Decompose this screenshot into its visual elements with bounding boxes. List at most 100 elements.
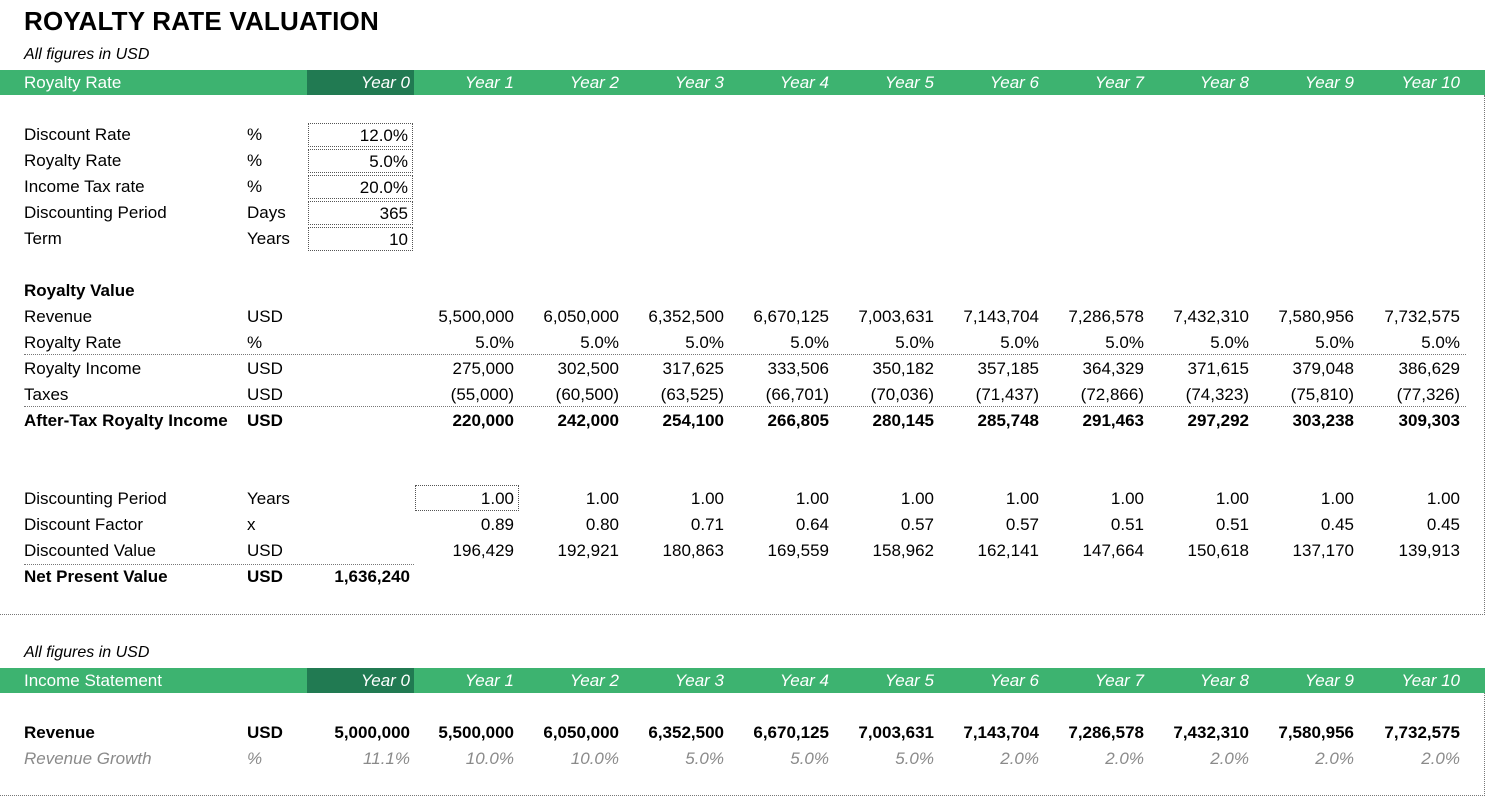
cell-year-5[interactable]: (70,036) (870, 385, 934, 404)
cell-year-1[interactable]: 0.89 (480, 515, 514, 534)
cell-year-10[interactable]: 5.0% (1421, 333, 1460, 352)
cell-year-4[interactable]: 6,670,125 (753, 723, 829, 742)
input-value-cell[interactable]: 10 (308, 227, 413, 251)
cell-year-5[interactable]: 7,003,631 (858, 307, 934, 326)
cell-year-3[interactable]: 0.71 (690, 515, 724, 534)
cell-year-8[interactable]: 7,432,310 (1173, 307, 1249, 326)
cell-year-4[interactable]: 5.0% (790, 333, 829, 352)
cell-year-1[interactable]: 1.00 (480, 489, 514, 508)
cell-year-4[interactable]: 266,805 (767, 411, 829, 430)
cell-year-4[interactable]: 333,506 (767, 359, 829, 378)
cell-year-6[interactable]: 7,143,704 (963, 723, 1039, 742)
cell-year-6[interactable]: (71,437) (975, 385, 1039, 404)
cell-year-4[interactable]: 6,670,125 (753, 307, 829, 326)
cell-year-7[interactable]: 5.0% (1105, 333, 1144, 352)
cell-year-8[interactable]: 0.51 (1215, 515, 1249, 534)
cell-year-8[interactable]: 1.00 (1215, 489, 1249, 508)
cell-year-1[interactable]: 10.0% (465, 749, 514, 768)
cell-year-1[interactable]: 5,500,000 (438, 307, 514, 326)
cell-year-5[interactable]: 280,145 (872, 411, 934, 430)
cell-year-3[interactable]: 6,352,500 (648, 307, 724, 326)
cell-year-8[interactable]: 150,618 (1187, 541, 1249, 560)
cell-year-10[interactable]: (77,326) (1396, 385, 1460, 404)
cell-year-7[interactable]: 2.0% (1105, 749, 1144, 768)
cell-year-7[interactable]: 0.51 (1110, 515, 1144, 534)
cell-year-9[interactable]: 379,048 (1292, 359, 1354, 378)
cell-year-8[interactable]: (74,323) (1185, 385, 1249, 404)
cell-year-2[interactable]: 302,500 (557, 359, 619, 378)
cell-year-2[interactable]: 242,000 (557, 411, 619, 430)
cell-year-9[interactable]: 2.0% (1315, 749, 1354, 768)
cell-year-3[interactable]: (63,525) (660, 385, 724, 404)
cell-year-6[interactable]: 1.00 (1005, 489, 1039, 508)
cell-year-10[interactable]: 0.45 (1426, 515, 1460, 534)
cell-year-7[interactable]: 7,286,578 (1068, 307, 1144, 326)
cell-year-7[interactable]: 147,664 (1082, 541, 1144, 560)
cell-year-4[interactable]: 0.64 (795, 515, 829, 534)
cell-year-6[interactable]: 357,185 (977, 359, 1039, 378)
cell-year-10[interactable]: 139,913 (1398, 541, 1460, 560)
selected-cell[interactable] (415, 485, 519, 511)
cell-year-1[interactable]: (55,000) (450, 385, 514, 404)
cell-year-6[interactable]: 5.0% (1000, 333, 1039, 352)
cell-year-3[interactable]: 5.0% (685, 749, 724, 768)
cell-year-10[interactable]: 7,732,575 (1384, 723, 1460, 742)
cell-year-5[interactable]: 5.0% (895, 333, 934, 352)
cell-year-2[interactable]: 192,921 (557, 541, 619, 560)
cell-year-1[interactable]: 275,000 (452, 359, 514, 378)
cell-year-1[interactable]: 5.0% (475, 333, 514, 352)
cell-year-10[interactable]: 309,303 (1398, 411, 1460, 430)
cell-year-2[interactable]: 5.0% (580, 333, 619, 352)
cell-year-2[interactable]: 6,050,000 (543, 723, 619, 742)
cell-year-10[interactable]: 2.0% (1421, 749, 1460, 768)
cell-year-5[interactable]: 5.0% (895, 749, 934, 768)
cell-year-6[interactable]: 7,143,704 (963, 307, 1039, 326)
cell-year-8[interactable]: 7,432,310 (1173, 723, 1249, 742)
cell-year-9[interactable]: 5.0% (1315, 333, 1354, 352)
cell-year-5[interactable]: 1.00 (900, 489, 934, 508)
cell-year-1[interactable]: 5,500,000 (438, 723, 514, 742)
cell-year-2[interactable]: 1.00 (585, 489, 619, 508)
cell-year-9[interactable]: 0.45 (1320, 515, 1354, 534)
cell-year-5[interactable]: 350,182 (872, 359, 934, 378)
cell-year-2[interactable]: (60,500) (555, 385, 619, 404)
cell-year-8[interactable]: 297,292 (1187, 411, 1249, 430)
cell-year-9[interactable]: 303,238 (1292, 411, 1354, 430)
cell-year-9[interactable]: 7,580,956 (1278, 723, 1354, 742)
cell-year-6[interactable]: 0.57 (1005, 515, 1039, 534)
input-value-cell[interactable]: 365 (308, 201, 413, 225)
cell-year-9[interactable]: 137,170 (1292, 541, 1354, 560)
cell-year-4[interactable]: (66,701) (765, 385, 829, 404)
cell-year-10[interactable]: 1.00 (1426, 489, 1460, 508)
cell-year-5[interactable]: 7,003,631 (858, 723, 934, 742)
cell-year-5[interactable]: 0.57 (900, 515, 934, 534)
cell-year-0[interactable]: 1,636,240 (334, 567, 410, 586)
input-value-cell[interactable]: 20.0% (308, 175, 413, 199)
cell-year-3[interactable]: 5.0% (685, 333, 724, 352)
cell-year-7[interactable]: 364,329 (1082, 359, 1144, 378)
cell-year-3[interactable]: 180,863 (662, 541, 724, 560)
cell-year-8[interactable]: 5.0% (1210, 333, 1249, 352)
cell-year-7[interactable]: 7,286,578 (1068, 723, 1144, 742)
cell-year-10[interactable]: 386,629 (1398, 359, 1460, 378)
input-value-cell[interactable]: 12.0% (308, 123, 413, 147)
cell-year-2[interactable]: 10.0% (570, 749, 619, 768)
cell-year-1[interactable]: 196,429 (452, 541, 514, 560)
cell-year-3[interactable]: 1.00 (690, 489, 724, 508)
cell-year-9[interactable]: (75,810) (1290, 385, 1354, 404)
cell-year-5[interactable]: 158,962 (872, 541, 934, 560)
cell-year-4[interactable]: 169,559 (767, 541, 829, 560)
cell-year-6[interactable]: 162,141 (977, 541, 1039, 560)
cell-year-8[interactable]: 2.0% (1210, 749, 1249, 768)
cell-year-7[interactable]: 291,463 (1082, 411, 1144, 430)
input-value-cell[interactable]: 5.0% (308, 149, 413, 173)
cell-year-4[interactable]: 5.0% (790, 749, 829, 768)
cell-year-9[interactable]: 1.00 (1320, 489, 1354, 508)
cell-year-3[interactable]: 317,625 (662, 359, 724, 378)
cell-year-0[interactable]: 5,000,000 (334, 723, 410, 742)
cell-year-8[interactable]: 371,615 (1187, 359, 1249, 378)
cell-year-3[interactable]: 254,100 (662, 411, 724, 430)
cell-year-0[interactable]: 11.1% (363, 749, 410, 768)
cell-year-1[interactable]: 220,000 (452, 411, 514, 430)
cell-year-2[interactable]: 0.80 (585, 515, 619, 534)
